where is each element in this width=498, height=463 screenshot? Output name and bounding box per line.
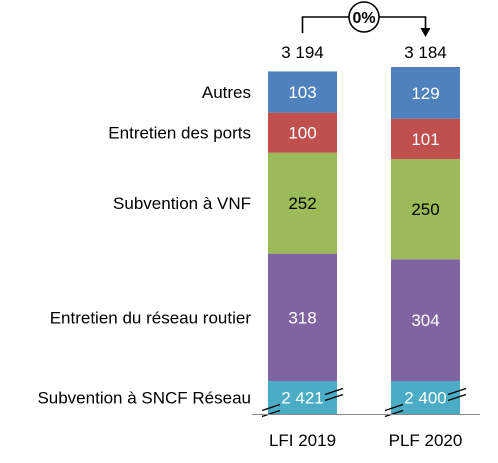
axis-break-mark: [324, 387, 344, 396]
bar-segment: [268, 381, 337, 414]
bar-segment: [391, 381, 460, 414]
data-label: 129: [411, 84, 439, 103]
change-indicator: 0%: [301, 1, 431, 37]
series-label: Autres: [202, 83, 251, 102]
data-label-group: 2 421 318 252 100 103 2 400 304 250 101 129: [281, 83, 447, 407]
bar-segment: [268, 71, 337, 113]
axis-break-mark: [384, 409, 404, 418]
category-label: PLF 2020: [389, 431, 463, 450]
bar-group: [261, 67, 467, 418]
bar-segment: [391, 259, 460, 381]
data-label: 2 400: [404, 389, 447, 408]
arrow-head-icon: [420, 28, 431, 37]
data-label: 100: [288, 124, 316, 143]
change-circle: [348, 1, 380, 33]
total-label: 3 194: [281, 43, 324, 62]
x-axis: LFI 2019 PLF 2020: [252, 414, 480, 450]
data-label: 101: [411, 130, 439, 149]
axis-break-mark: [447, 387, 467, 396]
total-label-group: 3 194 3 184: [281, 43, 447, 62]
bar-segment: [391, 159, 460, 260]
bar-segment: [391, 67, 460, 119]
bar-segment: [268, 152, 337, 254]
series-label: Subvention à VNF: [113, 194, 251, 213]
axis-break-mark: [384, 403, 404, 412]
series-label: Entretien du réseau routier: [50, 308, 252, 327]
axis-break-mark: [261, 409, 281, 418]
bar-segment: [268, 112, 337, 153]
data-label: 2 421: [281, 389, 324, 408]
bar-segment: [391, 118, 460, 160]
data-label: 304: [411, 311, 439, 330]
data-label: 250: [411, 200, 439, 219]
series-label-group: Subvention à SNCF Réseau Entretien du rés…: [37, 83, 251, 407]
total-label: 3 184: [404, 43, 447, 62]
category-label: LFI 2019: [269, 431, 336, 450]
series-label: Subvention à SNCF Réseau: [37, 389, 251, 408]
axis-break-mark: [324, 393, 344, 402]
axis-break-mark: [447, 393, 467, 402]
axis-break-mark: [261, 403, 281, 412]
series-label: Entretien des ports: [108, 124, 251, 143]
data-label: 318: [288, 308, 316, 327]
bar-segment: [268, 253, 337, 381]
data-label: 103: [288, 83, 316, 102]
change-label: 0%: [352, 10, 375, 27]
data-label: 252: [288, 194, 316, 213]
